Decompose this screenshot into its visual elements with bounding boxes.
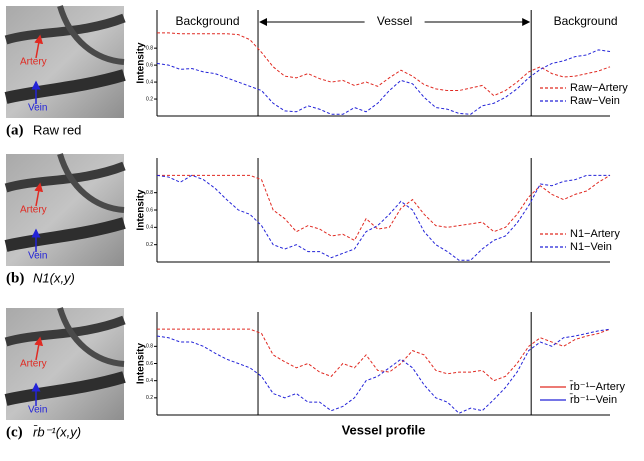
series-line: [157, 32, 611, 97]
x-axis-label: Vessel profile: [342, 422, 426, 437]
panel-label: (b): [6, 270, 24, 286]
panel-caption: N1(x,y): [33, 270, 75, 285]
y-tick-label: 0.8: [146, 344, 153, 350]
series-line: [157, 174, 611, 242]
y-tick-label: 0.4: [146, 79, 153, 85]
series-line: [157, 328, 611, 382]
vessel-shape: [57, 5, 125, 65]
arrow: [34, 336, 44, 361]
y-axis-label: Intensity: [136, 189, 147, 231]
y-tick-label: 0.6: [146, 62, 153, 68]
legend-label: N1−Vein: [570, 241, 612, 253]
image-label: Artery: [20, 359, 47, 370]
image-label: Vein: [28, 103, 47, 114]
legend-label: r̄b⁻¹−Vein: [569, 393, 617, 406]
legend-label: r̄b⁻¹−Artery: [569, 380, 625, 393]
region-label: Background: [554, 14, 618, 28]
vessel-shape: [4, 69, 126, 104]
panel-caption: r̄b⁻¹(x,y): [33, 424, 81, 439]
vessel-shape: [57, 153, 125, 213]
panel-label: (a): [6, 122, 24, 138]
y-tick-label: 0.2: [146, 395, 153, 401]
vessel-shape: [4, 13, 126, 45]
region-label: Background: [175, 14, 239, 28]
series-line: [156, 174, 610, 261]
y-tick-label: 0.6: [146, 361, 153, 367]
arrow: [34, 182, 44, 207]
panel-label: (c): [6, 424, 23, 440]
vessel-shape: [4, 315, 126, 347]
y-tick-label: 0.4: [146, 378, 153, 384]
arrow: [34, 34, 44, 59]
y-tick-label: 0.2: [146, 242, 153, 248]
y-tick-label: 0.8: [146, 45, 153, 51]
vessel-shape: [4, 371, 126, 406]
image-label: Artery: [20, 205, 47, 216]
y-tick-label: 0.2: [146, 96, 153, 102]
vessel-shape: [4, 217, 126, 252]
series-line: [156, 328, 611, 414]
series-line: [156, 49, 611, 115]
vessel-shape: [4, 161, 126, 193]
y-tick-label: 0.4: [146, 225, 153, 231]
image-label: Vein: [28, 405, 47, 416]
image-label: Artery: [20, 57, 47, 68]
y-axis-label: Intensity: [136, 42, 147, 84]
legend-label: Raw−Artery: [570, 82, 628, 94]
y-tick-label: 0.8: [146, 190, 153, 196]
region-label: Vessel: [377, 14, 412, 28]
y-tick-label: 0.6: [146, 207, 153, 213]
image-label: Vein: [28, 251, 47, 262]
vessel-shape: [57, 307, 125, 367]
panel-caption: Raw red: [33, 122, 81, 137]
legend-label: Raw−Vein: [570, 95, 620, 107]
y-axis-label: Intensity: [136, 343, 147, 385]
legend-label: N1−Artery: [570, 228, 620, 240]
